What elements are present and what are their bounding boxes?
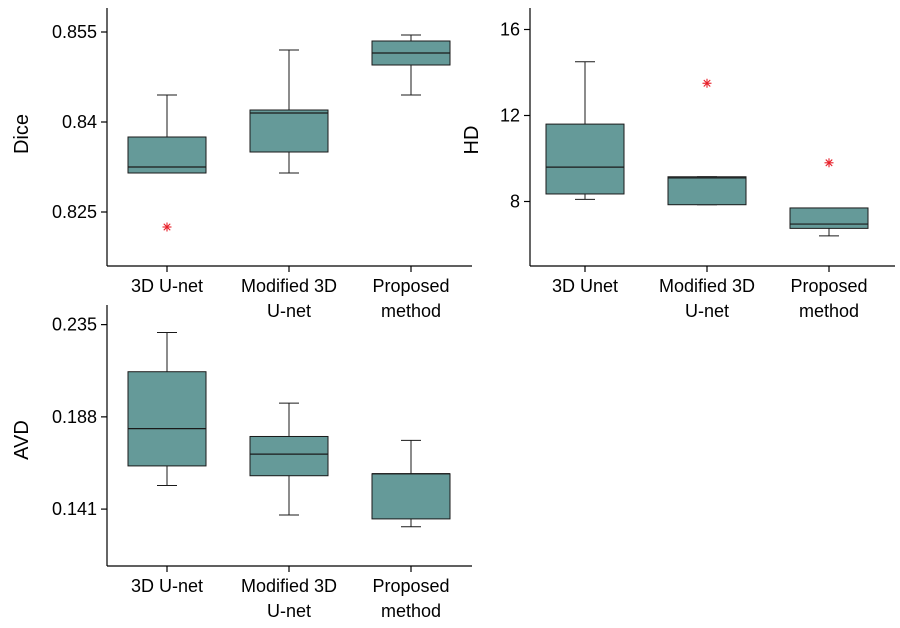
- iqr-box: [371, 473, 451, 520]
- x-tick-label: Modified 3D: [241, 276, 337, 296]
- outlier-point: [162, 222, 172, 232]
- y-tick-label: 8: [510, 192, 520, 212]
- iqr-box: [249, 435, 329, 477]
- x-tick-label: 3D Unet: [552, 276, 618, 296]
- y-axis-label: HD: [461, 126, 483, 155]
- box-3: [789, 158, 869, 237]
- outlier-point: [824, 158, 834, 168]
- y-tick-label: 0.855: [52, 22, 97, 42]
- y-tick-label: 12: [500, 106, 520, 126]
- x-tick-label: U-net: [685, 301, 729, 321]
- y-tick-label: 0.188: [52, 407, 97, 427]
- x-tick-label: 3D U-net: [131, 276, 203, 296]
- y-axis-label: Dice: [11, 114, 33, 154]
- x-tick-label: U-net: [267, 301, 311, 321]
- x-tick-label: Proposed: [790, 276, 867, 296]
- panel-dice: 0.825 0.84 0.855 Dice 3D U-net Modified 3D U-n…: [11, 8, 472, 321]
- y-tick-label: 16: [500, 20, 520, 40]
- box-1: [127, 94, 207, 232]
- x-tick-label: Proposed: [372, 576, 449, 596]
- iqr-box: [127, 371, 207, 467]
- box-3: [371, 34, 451, 96]
- iqr-box: [127, 136, 207, 174]
- box-1: [545, 61, 625, 200]
- iqr-box: [667, 176, 747, 206]
- box-2: [249, 402, 329, 516]
- box-1: [127, 331, 207, 487]
- outlier-stroke: [163, 223, 171, 231]
- x-tick-label: U-net: [267, 601, 311, 621]
- box-3: [371, 439, 451, 528]
- box-2: [249, 49, 329, 174]
- iqr-box: [545, 123, 625, 195]
- outlier-point: [702, 78, 712, 88]
- x-tick-label: method: [381, 301, 441, 321]
- panel-avd: 0.141 0.188 0.235 AVD 3D U-net Modified 3D U-n…: [11, 305, 472, 621]
- box-2: [667, 78, 747, 206]
- outlier-stroke: [825, 159, 833, 167]
- y-tick-label: 0.141: [52, 499, 97, 519]
- y-tick-label: 0.84: [62, 112, 97, 132]
- x-tick-label: Modified 3D: [659, 276, 755, 296]
- x-tick-label: Proposed: [372, 276, 449, 296]
- x-tick-label: method: [799, 301, 859, 321]
- y-tick-label: 0.825: [52, 202, 97, 222]
- iqr-box: [249, 109, 329, 153]
- x-tick-label: method: [381, 601, 441, 621]
- y-tick-label: 0.235: [52, 315, 97, 335]
- outlier-stroke: [703, 79, 711, 87]
- iqr-box: [789, 207, 869, 229]
- panel-hd: 8 12 16 HD 3D Unet Modified 3D U-net Proposed me…: [461, 8, 895, 321]
- x-tick-label: Modified 3D: [241, 576, 337, 596]
- y-axis-label: AVD: [11, 420, 33, 460]
- x-tick-label: 3D U-net: [131, 576, 203, 596]
